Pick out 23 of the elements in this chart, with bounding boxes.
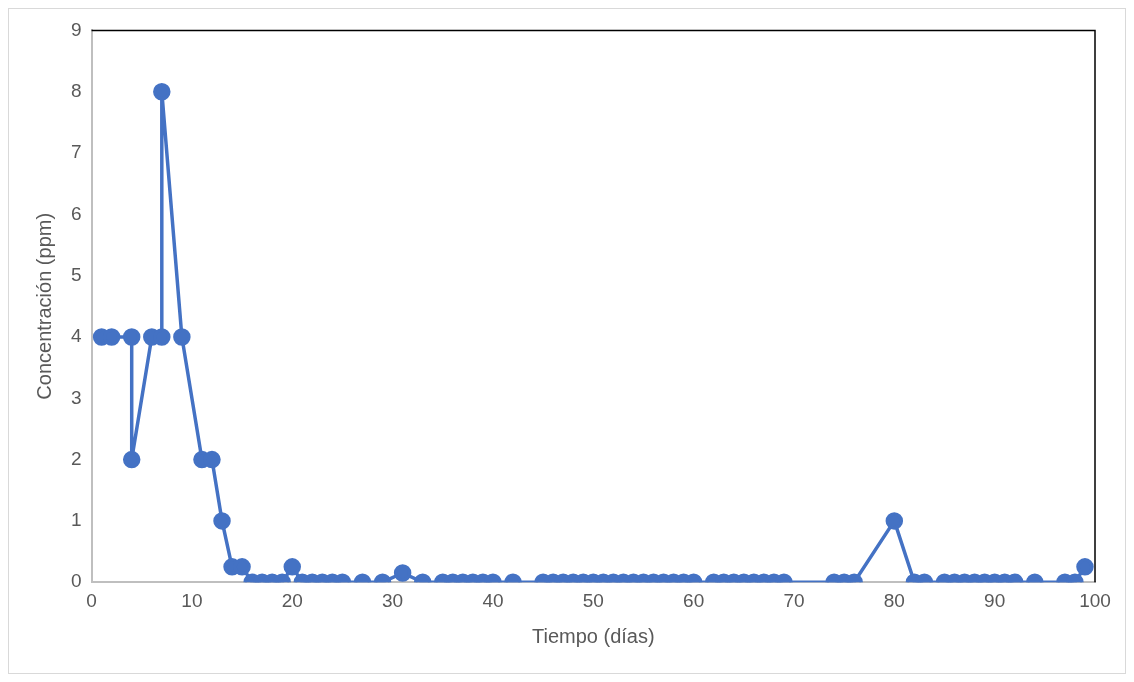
x-tick-label: 90	[984, 589, 1006, 611]
y-tick-label: 0	[70, 570, 82, 592]
y-tick-label: 1	[70, 509, 82, 531]
y-tick-label: 4	[70, 325, 82, 347]
x-tick-label: 100	[1079, 589, 1111, 611]
y-tick-label: 3	[70, 386, 82, 408]
x-tick-label: 0	[86, 589, 97, 611]
y-tick-label: 8	[70, 79, 82, 101]
x-tick-label: 80	[883, 589, 905, 611]
x-axis-title: Tiempo (días)	[531, 624, 655, 647]
x-tick-label: 60	[683, 589, 705, 611]
y-tick-label: 5	[70, 263, 82, 285]
y-axis-title: Concentración (ppm)	[32, 212, 55, 400]
x-tick-label: 40	[482, 589, 504, 611]
y-tick-label: 2	[70, 447, 82, 469]
x-tick-label: 10	[181, 589, 203, 611]
x-tick-label: 70	[783, 589, 805, 611]
y-tick-label: 7	[70, 141, 82, 163]
x-tick-label: 30	[382, 589, 404, 611]
x-tick-label: 50	[582, 589, 604, 611]
y-tick-label: 6	[70, 202, 82, 224]
x-tick-label: 20	[281, 589, 303, 611]
y-tick-label: 9	[70, 18, 82, 40]
